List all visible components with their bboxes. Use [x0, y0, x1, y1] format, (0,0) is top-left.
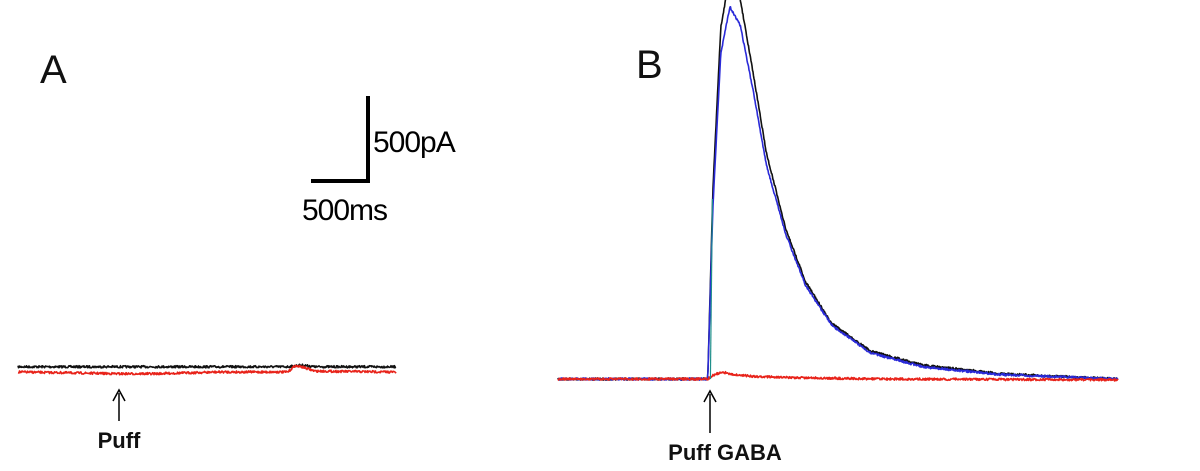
- scale-bar-time-label: 500ms: [302, 194, 387, 227]
- scale-bar-current-label: 500pA: [373, 126, 456, 159]
- panel-a-trace-black: [17, 363, 397, 369]
- panel-a-letter: A: [40, 48, 67, 92]
- panel-b-letter: B: [636, 43, 663, 87]
- scale-bar: 500pA 500ms: [302, 96, 457, 227]
- panel-b-trace-red: [557, 370, 1119, 382]
- panel-a-stimulus-label: Puff: [98, 428, 141, 453]
- panel-a-trace-red: [17, 364, 397, 376]
- panel-b-stimulus-label: Puff GABA: [668, 440, 782, 465]
- panel-b-traces: [557, 0, 1119, 382]
- panel-a-traces: [17, 363, 397, 376]
- panel-b-trace-teal-edge: [709, 198, 713, 380]
- panel-b-stimulus-arrow: [703, 389, 717, 433]
- panel-a-stimulus-arrow: [112, 388, 126, 421]
